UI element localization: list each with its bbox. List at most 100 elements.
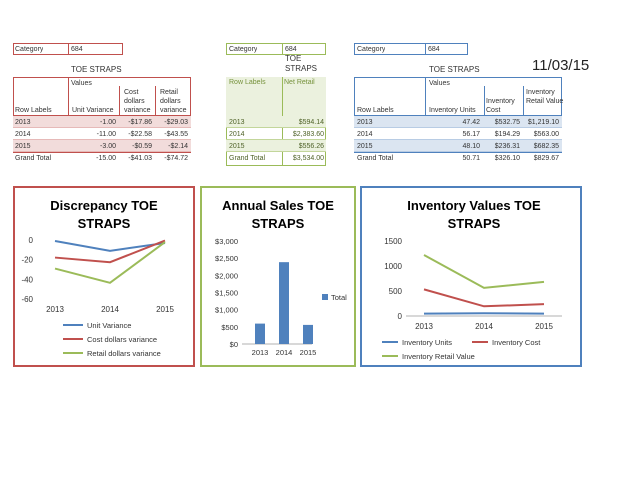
chart-title: Annual Sales TOE [222,198,334,213]
chart-panel-inventory[interactable]: Inventory Values TOE STRAPS 0 500 1000 1500 20… [360,186,582,367]
pivot2-cell: $594.14 [298,119,324,126]
pivot1-row-label: Grand Total [15,155,52,162]
pivot3-col-rule [523,86,524,116]
pivot1-cell: -$17.86 [128,119,152,126]
pivot1-filter-label: Category [15,46,44,53]
pivot1-row-label: 2014 [15,131,31,138]
report-date: 11/03/15 [532,57,590,74]
pivot1-row-labels: Row Labels [15,107,52,114]
pivot1-cell: -3.00 [100,143,116,150]
pivot1-title: TOE STRAPS [71,65,122,74]
chart-title: Inventory Values TOE [407,198,541,213]
pivot1-total-row [13,152,191,164]
pivot2-title: TOE STRAPS [285,54,318,73]
pivot2-row-label: 2014 [229,131,245,138]
pivot2-cell: $556.26 [298,143,324,150]
legend-label: Cost dollars variance [87,335,157,344]
legend-label: Unit Variance [87,321,131,330]
pivot1-header-0: Unit Variance [72,107,114,114]
pivot1-cell: -$74.72 [164,155,188,162]
pivot3-row-label: 2014 [357,131,373,138]
y-tick-label: 500 [389,287,403,296]
pivot1-cell: -$2.14 [168,143,188,150]
pivot1-cell: -1.00 [100,119,116,126]
chart-title: STRAPS [252,216,305,231]
pivot1-row [13,116,191,128]
pivot2-row-label: 2015 [229,143,245,150]
x-tick-label: 2014 [276,348,293,357]
y-tick-label: $500 [221,323,238,332]
pivot3-cell: $236.31 [494,143,520,150]
pivot1-col-rule [155,86,156,116]
pivot1-row-label: 2013 [15,119,31,126]
y-tick-label: $1,500 [215,289,238,298]
pivot3-row-label: Grand Total [357,155,394,162]
pivot2-filter-value: 684 [285,46,297,53]
pivot3-row-label: 2015 [357,143,373,150]
x-tick-label: 2015 [156,305,174,314]
y-tick-label: 1000 [384,262,402,271]
series-line [54,239,166,252]
pivot3-cell: 50.71 [462,155,480,162]
y-tick-label: -60 [21,295,33,304]
pivot1-header-bg [13,77,191,116]
pivot3-header-bg [354,77,562,116]
x-tick-label: 2015 [300,348,317,357]
pivot1-row-label: 2015 [15,143,31,150]
x-tick-label: 2013 [46,305,64,314]
y-tick-label: 0 [398,312,403,321]
inventory-line-chart: Inventory Values TOE STRAPS 0 500 1000 1500 20… [382,198,562,361]
series-line [423,288,545,308]
chart-title: STRAPS [448,216,501,231]
pivot3-col-rule [425,77,426,116]
pivot3-row [354,140,562,152]
x-tick-label: 2013 [252,348,269,357]
y-tick-label: 1500 [384,237,402,246]
y-tick-label: $2,000 [215,271,238,280]
chart-title: STRAPS [78,216,131,231]
pivot2-row [226,116,326,128]
chart-panel-annual-sales[interactable]: Annual Sales TOE STRAPS $0 $500 $1,000 $1,500… [200,186,356,367]
pivot3-filter-box [354,43,468,55]
x-tick-label: 2015 [535,322,553,331]
legend-label: Inventory Units [402,338,452,347]
y-tick-label: $2,500 [215,254,238,263]
x-tick-label: 2014 [475,322,493,331]
pivot3-cell: $682.35 [533,143,559,150]
pivot3-cell: $829.67 [533,155,559,162]
pivot3-cell: $532.75 [494,119,520,126]
pivot1-cell: -$29.03 [164,119,188,126]
pivot3-cell: 48.10 [462,143,480,150]
discrepancy-line-chart: Discrepancy TOE STRAPS 0 -20 -40 -60 2013 2014 2… [21,198,174,358]
legend-label: Total [331,293,347,302]
pivot3-cell: $194.29 [494,131,520,138]
pivot1-cell: -$22.58 [128,131,152,138]
pivot3-values-label: Values [429,80,450,87]
annual-sales-bar-chart: Annual Sales TOE STRAPS $0 $500 $1,000 $1,500… [215,198,347,357]
series-line [54,239,166,264]
pivot3-cell: 56.17 [462,131,480,138]
pivot1-filter-value: 684 [71,46,83,53]
pivot3-title: TOE STRAPS [429,65,480,74]
legend-label: Inventory Cost [492,338,541,347]
bar [303,324,313,344]
pivot3-total-row [354,152,562,164]
pivot3-row-labels: Row Labels [357,107,394,114]
pivot2-row-label: Grand Total [229,155,266,162]
pivot1-header-1: Cost dollars variance [124,89,151,114]
pivot3-row [354,128,562,140]
series-line [54,241,166,284]
pivot2-filter-box [226,43,326,55]
pivot3-col-rule [484,86,485,116]
pivot2-filter-label: Category [229,46,258,53]
pivot1-row [13,140,191,152]
pivot2-row [226,140,326,152]
bar [255,323,265,344]
pivot1-cell: -$41.03 [128,155,152,162]
chart-panel-discrepancy[interactable]: Discrepancy TOE STRAPS 0 -20 -40 -60 2013 2014 2… [13,186,195,367]
pivot3-cell: $563.00 [533,131,559,138]
pivot2-cell: $2,383.60 [292,131,324,138]
pivot1-cell: -11.00 [96,131,116,138]
legend-swatch [322,294,328,300]
pivot2-header: Net Retail [284,79,315,86]
